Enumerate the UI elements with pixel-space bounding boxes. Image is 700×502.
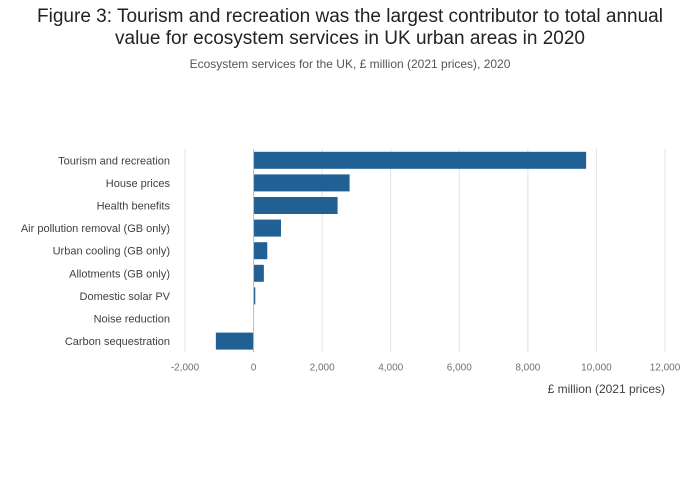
x-tick-label: 10,000 — [581, 362, 612, 373]
category-label: Urban cooling (GB only) — [53, 246, 170, 258]
chart-title-line-1: Figure 3: Tourism and recreation was the… — [37, 6, 663, 27]
category-labels: Tourism and recreation House prices Health… — [21, 155, 171, 348]
category-label: Noise reduction — [94, 314, 170, 326]
category-label: Domestic solar PV — [80, 291, 171, 303]
chart-subtitle: Ecosystem services for the UK, £ million… — [189, 57, 511, 71]
bar — [253, 151, 587, 169]
category-label: House prices — [106, 178, 171, 190]
chart-title: Figure 3: Tourism and recreation was the… — [0, 6, 700, 50]
x-tick-label: -2,000 — [171, 362, 200, 373]
x-tick-label: 0 — [251, 362, 257, 373]
category-label: Carbon sequestration — [65, 336, 170, 348]
x-tick-label: 8,000 — [515, 362, 540, 373]
category-label: Air pollution removal (GB only) — [21, 223, 170, 235]
x-tick-labels: -2,000 0 2,000 4,000 6,000 8,000 10,000 12,000 — [171, 362, 681, 373]
category-label: Health benefits — [97, 201, 171, 213]
bar — [253, 287, 256, 305]
bar — [253, 264, 264, 282]
bar — [253, 242, 268, 260]
bar — [253, 219, 281, 237]
bar — [253, 197, 338, 214]
x-tick-label: 12,000 — [650, 362, 681, 373]
x-tick-label: 6,000 — [447, 362, 472, 373]
category-label: Allotments (GB only) — [69, 268, 170, 280]
bar — [215, 332, 254, 350]
bar — [253, 174, 350, 192]
bars — [215, 151, 587, 350]
x-tick-label: 4,000 — [378, 362, 403, 373]
chart-title-line-2: value for ecosystem services in UK urban… — [115, 28, 585, 49]
x-axis-title: £ million (2021 prices) — [548, 382, 665, 396]
x-tick-label: 2,000 — [310, 362, 335, 373]
category-label: Tourism and recreation — [58, 155, 170, 167]
